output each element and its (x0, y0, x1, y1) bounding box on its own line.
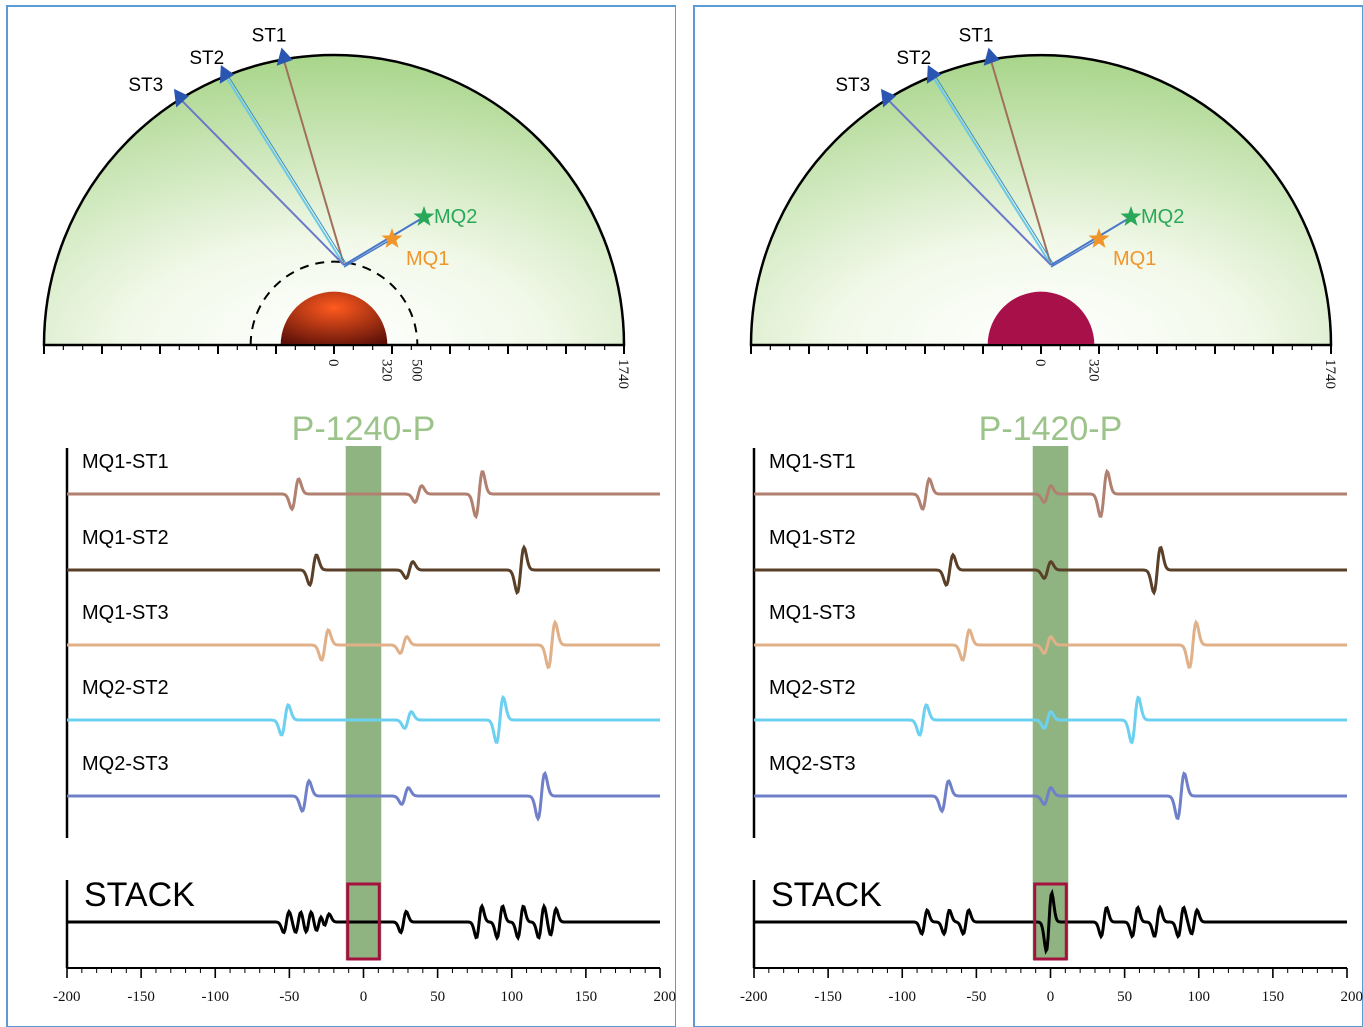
trace-mq1-st2 (67, 544, 660, 596)
time-axis-label: -200 (53, 989, 81, 1005)
panel-left-figure: 0 320 500 1740ST1ST2ST3MQ1MQ2P-1240-PMQ1-ST… (6, 5, 677, 1027)
mq2-label: MQ2 (434, 206, 477, 228)
phase-window-label: P-1420-P (979, 410, 1123, 448)
trace-label: MQ1-ST3 (82, 602, 169, 624)
time-axis-label: -150 (127, 989, 155, 1005)
time-axis-label: -100 (889, 989, 917, 1005)
time-axis-label: 200 (654, 989, 677, 1005)
stack-window-box (1033, 882, 1068, 961)
time-axis-label: -200 (740, 989, 768, 1005)
reflector-ring-dashed (249, 260, 419, 346)
ray-st2-edge (227, 75, 348, 266)
time-axis-label: -150 (814, 989, 842, 1005)
station-label-st2: ST2 (896, 48, 931, 69)
stack-trace (754, 888, 1347, 955)
mq1-star-icon (381, 228, 403, 248)
station-marker-st1 (983, 47, 1000, 66)
stack-trace (67, 902, 660, 942)
trace-label: MQ1-ST3 (769, 602, 856, 624)
trace-mq2-st3 (754, 771, 1347, 821)
panel-right: 0 320 1740 ST1 ST2 ST3 MQ1 MQ2 P-1420-P MQ1-ST1 MQ… (687, 0, 1363, 1027)
trace-label: MQ2-ST3 (82, 753, 169, 775)
panel-left: 0 320 500 1740 ST1 ST2 ST3 MQ1 MQ2 P-1240-P MQ1-ST… (0, 0, 676, 1027)
station-label-st1: ST1 (252, 25, 287, 46)
time-axis-label: 100 (1188, 989, 1211, 1005)
trace-label: MQ2-ST2 (769, 677, 856, 699)
moon-core (280, 291, 388, 345)
stack-label: STACK (84, 876, 195, 914)
radius-label: 320 (378, 359, 394, 382)
phase-window (345, 446, 382, 960)
mq2-star-icon (413, 206, 435, 226)
moon-mantle (749, 53, 1333, 347)
trace-mq1-st2 (754, 545, 1347, 596)
station-marker-st3 (173, 88, 190, 108)
trace-mq2-st3 (67, 770, 660, 822)
ray-mq1 (1050, 238, 1100, 268)
radius-label: 1740 (1322, 359, 1338, 389)
station-marker-st2 (219, 64, 235, 84)
station-marker-st2 (926, 64, 942, 84)
panel-right-figure: 0 320 1740 ST1 ST2 ST3 MQ1 MQ2 P-1420-P MQ1-ST1 MQ… (693, 5, 1363, 1027)
time-axis-label: 100 (501, 989, 524, 1005)
station-label-st3: ST3 (835, 75, 870, 96)
trace-label: MQ1-ST1 (769, 451, 856, 473)
trace-mq1-st1 (67, 470, 660, 520)
time-axis-label: 150 (575, 989, 598, 1005)
ray-mq2 (343, 216, 425, 266)
ray-mq2 (1050, 216, 1132, 266)
trace-mq1-st3 (67, 619, 660, 670)
time-axis-label: 50 (430, 989, 445, 1005)
trace-mq2-st2 (67, 694, 660, 744)
mq2-star-icon (1120, 206, 1142, 226)
time-axis-label: 150 (1262, 989, 1285, 1005)
station-label-st3: ST3 (128, 75, 163, 96)
ray-st2 (224, 75, 345, 266)
trace-label: MQ1-ST1 (82, 451, 169, 473)
time-axis-label: -100 (202, 989, 230, 1005)
radius-label: 500 (408, 359, 424, 382)
phase-window-label: P-1240-P (292, 410, 436, 448)
station-marker-st3 (880, 88, 897, 108)
ray-st3 (179, 98, 345, 266)
station-label-st2: ST2 (189, 48, 224, 69)
ray-st2 (931, 75, 1052, 266)
trace-label: MQ2-ST2 (82, 677, 169, 699)
trace-label: MQ1-ST2 (82, 527, 169, 549)
stack-window-box (346, 882, 381, 961)
ray-mq1 (343, 238, 393, 268)
moon-mantle (42, 53, 626, 347)
mq1-label: MQ1 (1113, 248, 1156, 270)
trace-mq2-st2 (754, 695, 1347, 745)
station-marker-st1 (276, 47, 293, 66)
mq2-label: MQ2 (1141, 206, 1184, 228)
time-axis-label: -50 (966, 989, 986, 1005)
trace-mq1-st1 (754, 468, 1347, 518)
time-axis-label: 0 (1047, 989, 1055, 1005)
time-axis-label: 50 (1117, 989, 1132, 1005)
stack-label: STACK (771, 876, 882, 914)
ray-st1 (989, 59, 1052, 266)
mq1-label: MQ1 (406, 248, 449, 270)
ray-st3 (886, 98, 1052, 266)
phase-window (1032, 446, 1069, 960)
trace-label: MQ2-ST3 (769, 753, 856, 775)
time-axis-label: 0 (360, 989, 368, 1005)
radius-label: 0 (1032, 359, 1048, 367)
radius-label: 0 (325, 359, 341, 367)
ray-st2-edge (934, 75, 1055, 266)
trace-label: MQ1-ST2 (769, 527, 856, 549)
trace-mq1-st3 (754, 619, 1347, 669)
ray-st1 (282, 59, 345, 266)
radius-label: 320 (1085, 359, 1101, 382)
time-axis-label: -50 (279, 989, 299, 1005)
radius-label: 1740 (615, 359, 631, 389)
moon-core (987, 291, 1095, 345)
time-axis-label: 200 (1341, 989, 1363, 1005)
station-label-st1: ST1 (959, 25, 994, 46)
panel-frame (693, 5, 1363, 1027)
panel-frame (6, 5, 676, 1027)
mq1-star-icon (1088, 228, 1110, 248)
